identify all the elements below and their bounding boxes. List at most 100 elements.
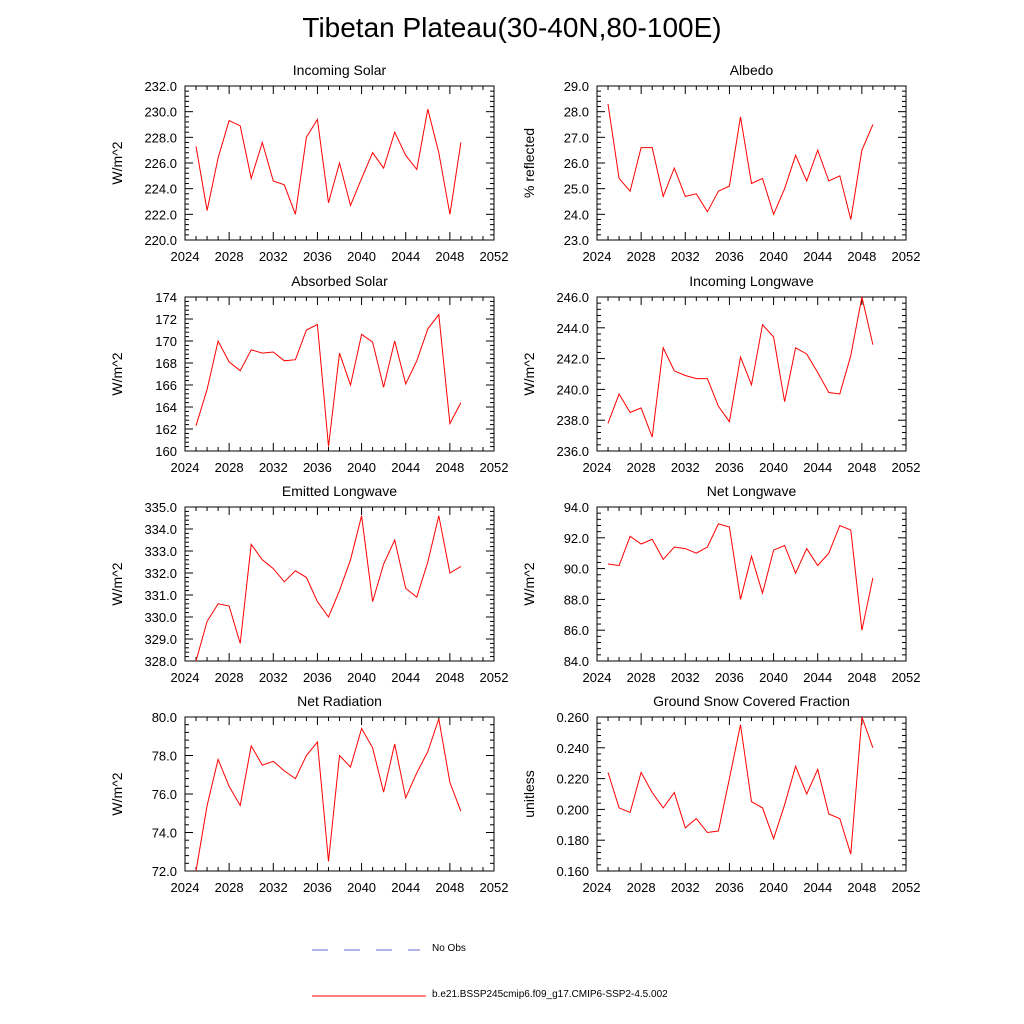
panel-title: Net Longwave bbox=[707, 483, 797, 499]
y-tick-label: 242.0 bbox=[556, 352, 589, 367]
x-tick-label: 2048 bbox=[847, 460, 876, 475]
panel-net-radiation: Net Radiation W/m^2 2024 2028 2032 2036 2040 20… bbox=[109, 693, 508, 895]
x-tick-label: 2052 bbox=[892, 460, 921, 475]
x-tick-label: 2032 bbox=[671, 249, 700, 264]
y-tick-label: 80.0 bbox=[152, 710, 177, 725]
y-tick-label: 246.0 bbox=[556, 290, 589, 305]
x-tick-label: 2048 bbox=[847, 670, 876, 685]
y-axis-label: W/m^2 bbox=[521, 562, 537, 605]
series-line bbox=[195, 718, 462, 872]
x-tick-label: 2040 bbox=[759, 249, 788, 264]
series-line bbox=[607, 296, 874, 438]
series-line bbox=[195, 313, 462, 447]
y-tick-label: 224.0 bbox=[144, 182, 177, 197]
x-tick-label: 2036 bbox=[715, 880, 744, 895]
x-tick-label: 2048 bbox=[435, 670, 464, 685]
x-tick-label: 2044 bbox=[391, 460, 420, 475]
x-tick-label: 2036 bbox=[303, 880, 332, 895]
x-tick-label: 2040 bbox=[347, 249, 376, 264]
x-tick-label: 2044 bbox=[803, 670, 832, 685]
y-tick-label: 240.0 bbox=[556, 382, 589, 397]
panel-net-longwave: Net Longwave W/m^2 2024 2028 2032 2036 2040 204… bbox=[521, 483, 920, 685]
y-tick-label: 236.0 bbox=[556, 444, 589, 459]
y-tick-label: 230.0 bbox=[144, 105, 177, 120]
x-tick-label: 2036 bbox=[303, 460, 332, 475]
y-axis-label: % reflected bbox=[521, 128, 537, 198]
y-tick-label: 334.0 bbox=[144, 522, 177, 537]
panel-title: Ground Snow Covered Fraction bbox=[653, 693, 850, 709]
x-tick-label: 2036 bbox=[715, 460, 744, 475]
x-tick-label: 2044 bbox=[391, 880, 420, 895]
x-tick-label: 2028 bbox=[627, 670, 656, 685]
y-tick-label: 88.0 bbox=[564, 592, 589, 607]
x-tick-label: 2040 bbox=[347, 880, 376, 895]
x-tick-label: 2048 bbox=[847, 249, 876, 264]
x-tick-label: 2028 bbox=[627, 460, 656, 475]
y-tick-label: 228.0 bbox=[144, 130, 177, 145]
panel-title: Emitted Longwave bbox=[282, 483, 397, 499]
y-tick-label: 84.0 bbox=[564, 654, 589, 669]
y-tick-label: 162 bbox=[155, 422, 177, 437]
x-tick-label: 2044 bbox=[803, 249, 832, 264]
y-axis-label: unitless bbox=[521, 770, 537, 817]
x-tick-label: 2036 bbox=[715, 249, 744, 264]
panel-title: Albedo bbox=[730, 62, 774, 78]
x-tick-label: 2040 bbox=[759, 880, 788, 895]
y-tick-label: 76.0 bbox=[152, 787, 177, 802]
panel-incoming-longwave: Incoming Longwave W/m^2 2024 2028 2032 2036 20… bbox=[521, 273, 920, 475]
x-tick-label: 2032 bbox=[671, 670, 700, 685]
y-tick-label: 24.0 bbox=[564, 207, 589, 222]
x-tick-label: 2052 bbox=[480, 249, 509, 264]
x-tick-label: 2044 bbox=[803, 880, 832, 895]
y-tick-label: 168 bbox=[155, 356, 177, 371]
y-tick-label: 333.0 bbox=[144, 544, 177, 559]
x-tick-label: 2024 bbox=[583, 880, 612, 895]
y-tick-label: 0.260 bbox=[556, 710, 589, 725]
y-tick-label: 90.0 bbox=[564, 562, 589, 577]
y-tick-label: 86.0 bbox=[564, 623, 589, 638]
y-tick-label: 0.180 bbox=[556, 833, 589, 848]
y-tick-label: 92.0 bbox=[564, 531, 589, 546]
y-tick-label: 244.0 bbox=[556, 321, 589, 336]
x-tick-label: 2032 bbox=[259, 880, 288, 895]
x-tick-label: 2028 bbox=[215, 670, 244, 685]
x-tick-label: 2040 bbox=[759, 670, 788, 685]
y-tick-label: 166 bbox=[155, 378, 177, 393]
y-tick-label: 160 bbox=[155, 444, 177, 459]
x-tick-label: 2052 bbox=[480, 880, 509, 895]
x-tick-label: 2024 bbox=[171, 249, 200, 264]
x-tick-label: 2044 bbox=[803, 460, 832, 475]
y-tick-label: 335.0 bbox=[144, 500, 177, 515]
x-tick-label: 2024 bbox=[583, 249, 612, 264]
x-tick-label: 2032 bbox=[259, 670, 288, 685]
series-line bbox=[607, 103, 874, 220]
panel-incoming-solar: Incoming Solar W/m^2 2024 2028 2032 2036 2040 2… bbox=[109, 62, 508, 264]
x-tick-label: 2044 bbox=[391, 670, 420, 685]
panel-emitted-longwave: Emitted Longwave W/m^2 2024 2028 2032 2036 204… bbox=[109, 483, 508, 685]
x-tick-label: 2024 bbox=[171, 460, 200, 475]
x-tick-label: 2044 bbox=[391, 249, 420, 264]
y-tick-label: 28.0 bbox=[564, 105, 589, 120]
x-tick-label: 2024 bbox=[583, 670, 612, 685]
y-tick-label: 0.240 bbox=[556, 741, 589, 756]
plot-frame bbox=[184, 296, 495, 452]
panel-ground-snow-covered-fraction: Ground Snow Covered Fraction unitless 2024… bbox=[521, 693, 920, 895]
x-tick-label: 2032 bbox=[671, 460, 700, 475]
x-tick-label: 2048 bbox=[847, 880, 876, 895]
x-tick-label: 2028 bbox=[215, 880, 244, 895]
y-tick-label: 29.0 bbox=[564, 79, 589, 94]
panel-title: Absorbed Solar bbox=[291, 273, 388, 289]
y-tick-label: 172 bbox=[155, 312, 177, 327]
x-tick-label: 2052 bbox=[892, 249, 921, 264]
y-tick-label: 222.0 bbox=[144, 207, 177, 222]
x-tick-label: 2036 bbox=[303, 670, 332, 685]
x-tick-label: 2032 bbox=[259, 460, 288, 475]
x-tick-label: 2024 bbox=[171, 670, 200, 685]
x-tick-label: 2036 bbox=[715, 670, 744, 685]
y-tick-label: 25.0 bbox=[564, 182, 589, 197]
y-axis-label: W/m^2 bbox=[109, 772, 125, 815]
x-tick-label: 2052 bbox=[892, 880, 921, 895]
x-tick-label: 2040 bbox=[347, 460, 376, 475]
series-line bbox=[607, 523, 874, 631]
